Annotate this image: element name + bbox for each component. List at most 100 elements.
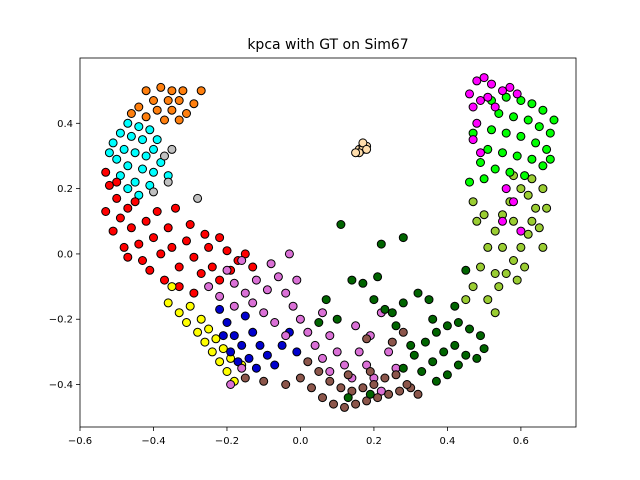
scatter-point: [450, 340, 460, 350]
scatter-point: [520, 171, 530, 181]
scatter-point: [531, 138, 541, 148]
scatter-point: [523, 190, 533, 200]
scatter-point: [332, 314, 342, 324]
scatter-point: [149, 96, 158, 105]
scatter-point: [527, 154, 537, 164]
scatter-point: [196, 269, 206, 278]
scatter-point: [141, 216, 151, 226]
scatter-point: [505, 82, 515, 92]
scatter-point: [167, 242, 177, 252]
scatter-point: [126, 109, 136, 118]
scatter-point: [149, 187, 158, 197]
scatter-point: [200, 337, 210, 347]
scatter-point: [523, 115, 533, 125]
scatter-point: [163, 223, 173, 233]
scatter-point: [442, 321, 452, 331]
scatter-point: [185, 301, 195, 311]
scatter-point: [259, 308, 269, 318]
scatter-point: [483, 92, 493, 102]
scatter-point: [490, 102, 500, 112]
scatter-point: [145, 265, 155, 275]
scatter-point: [336, 220, 346, 229]
scatter-point: [123, 252, 133, 262]
scatter-point: [343, 393, 353, 403]
scatter-point: [215, 275, 225, 285]
scatter-point: [189, 99, 199, 109]
scatter-point: [406, 340, 416, 350]
scatter-point: [226, 347, 236, 357]
scatter-point: [229, 278, 239, 288]
points-layer: [101, 73, 559, 412]
scatter-point: [218, 331, 228, 341]
scatter-point: [332, 347, 342, 357]
scatter-point: [476, 96, 485, 105]
scatter-point: [494, 282, 504, 292]
scatter-point: [516, 242, 526, 252]
scatter-point: [498, 216, 507, 226]
scatter-point: [512, 275, 522, 285]
scatter-point: [516, 226, 526, 236]
scatter-point: [149, 144, 158, 154]
scatter-point: [152, 135, 162, 145]
scatter-point: [340, 360, 349, 370]
scatter-point: [130, 177, 140, 187]
scatter-point: [468, 197, 478, 207]
scatter-point: [358, 278, 368, 288]
scatter-point: [171, 203, 180, 213]
scatter-point: [318, 308, 327, 318]
scatter-point: [398, 233, 408, 243]
y-tick-label: −0.4: [49, 380, 73, 391]
scatter-point: [395, 386, 405, 396]
scatter-point: [204, 324, 214, 334]
scatter-point: [476, 158, 485, 167]
scatter-point: [450, 301, 460, 311]
scatter-point: [387, 308, 397, 318]
scatter-point: [476, 148, 485, 158]
scatter-point: [398, 363, 408, 373]
scatter-point: [138, 135, 147, 145]
scatter-point: [490, 308, 500, 318]
scatter-point: [325, 331, 335, 341]
scatter-point: [498, 86, 507, 96]
scatter-point: [222, 367, 232, 376]
scatter-point: [270, 318, 280, 327]
scatter-point: [365, 367, 375, 376]
scatter-point: [108, 138, 118, 148]
scatter-point: [468, 102, 478, 112]
scatter-point: [490, 226, 500, 236]
scatter-point: [369, 295, 379, 305]
scatter-point: [479, 210, 489, 220]
scatter-point: [182, 318, 191, 327]
scatter-point: [174, 262, 184, 272]
scatter-point: [189, 288, 199, 298]
scatter-point: [193, 327, 203, 337]
scatter-point: [402, 380, 412, 389]
x-axis: −0.6 −0.4 −0.2 0.0 0.2 0.4 0.6: [68, 427, 529, 447]
scatter-point: [398, 298, 408, 308]
scatter-point: [479, 174, 489, 184]
scatter-point: [542, 144, 552, 154]
scatter-point: [465, 177, 474, 187]
scatter-point: [196, 86, 206, 96]
scatter-point: [340, 402, 349, 412]
scatter-point: [138, 256, 147, 265]
scatter-point: [138, 164, 147, 174]
scatter-point: [431, 327, 441, 337]
scatter-point: [384, 389, 394, 399]
scatter-point: [468, 135, 478, 145]
scatter-point: [222, 265, 232, 275]
scatter-point: [211, 334, 221, 344]
scatter-point: [424, 295, 434, 305]
scatter-point: [255, 340, 265, 350]
scatter-point: [413, 288, 423, 298]
scatter-point: [501, 184, 511, 194]
scatter-point: [420, 337, 430, 347]
scatter-point: [229, 301, 239, 311]
scatter-point: [303, 357, 313, 367]
scatter-point: [523, 229, 533, 239]
y-tick-label: −0.2: [49, 315, 73, 326]
scatter-point: [351, 399, 361, 409]
scatter-point: [185, 220, 195, 229]
scatter-point: [498, 148, 507, 158]
